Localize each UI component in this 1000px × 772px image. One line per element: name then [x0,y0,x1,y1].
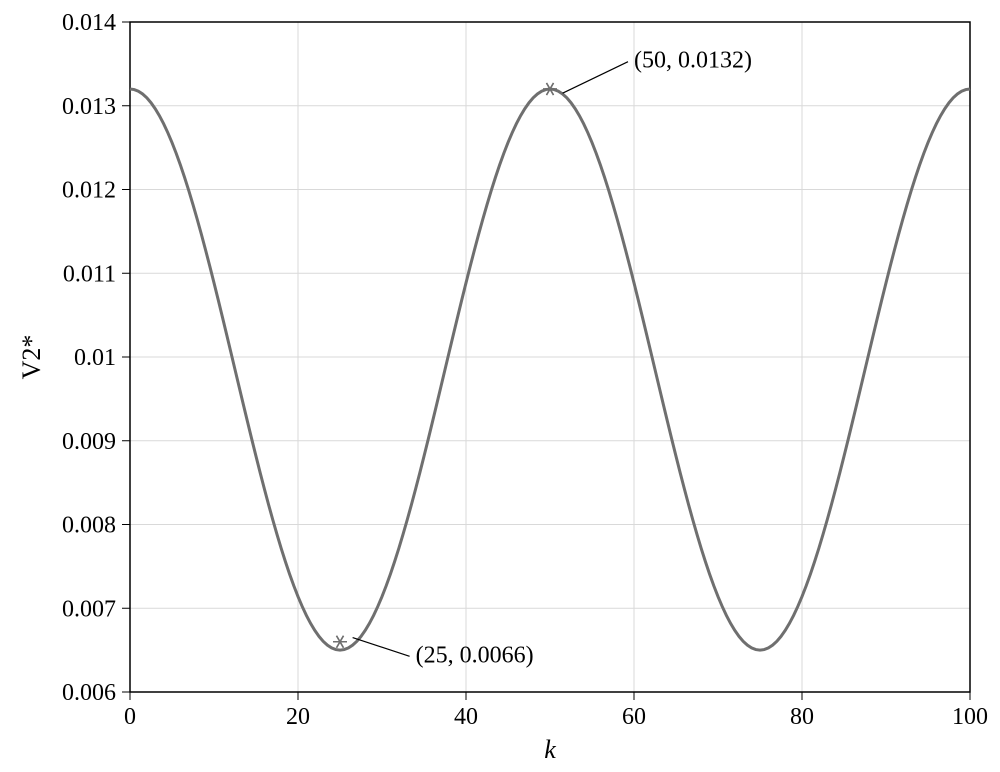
x-tick-label: 100 [952,704,988,730]
y-tick-label: 0.012 [62,178,116,204]
annotation-leader [563,62,628,94]
annotation-marker [333,636,347,648]
annotation-label: (50, 0.0132) [634,48,752,74]
annotation-label: (25, 0.0066) [416,642,534,668]
annotation-marker [543,83,557,95]
line-chart: 0 20 40 60 80 100 0.006 0.007 0.008 0.009 0.01 0.01… [0,0,1000,772]
x-tick-label: 40 [454,704,478,730]
data-series-line [130,89,970,650]
x-tick-label: 60 [622,704,646,730]
y-axis-label: V2* [17,335,46,380]
y-tick-label: 0.009 [62,429,116,455]
y-tick-label: 0.007 [62,596,116,622]
x-axis-label: k [544,735,556,764]
annotation-leader [353,638,410,657]
y-tick-label: 0.011 [63,261,116,287]
y-tick-label: 0.01 [74,345,116,371]
chart-container: 0 20 40 60 80 100 0.006 0.007 0.008 0.009 0.01 0.01… [0,0,1000,772]
y-tick-label: 0.006 [62,680,116,706]
y-tick-label: 0.014 [62,10,116,36]
x-tick-label: 0 [124,704,136,730]
y-tick-label: 0.013 [62,94,116,120]
x-tick-label: 20 [286,704,310,730]
y-tick-label: 0.008 [62,513,116,539]
x-tick-label: 80 [790,704,814,730]
